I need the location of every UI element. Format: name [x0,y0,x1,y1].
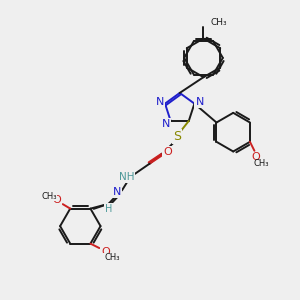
Text: O: O [101,247,110,257]
Text: N: N [112,187,121,197]
Text: CH₃: CH₃ [104,254,120,262]
Text: O: O [163,147,172,158]
Text: S: S [173,130,181,143]
Text: O: O [52,195,61,205]
Text: NH: NH [119,172,134,182]
Text: CH₃: CH₃ [254,159,269,168]
Text: CH₃: CH₃ [211,18,228,27]
Text: N: N [155,97,164,107]
Text: O: O [251,152,260,162]
Text: N: N [196,97,204,107]
Text: H: H [106,204,113,214]
Text: CH₃: CH₃ [41,192,57,201]
Text: N: N [162,119,170,129]
